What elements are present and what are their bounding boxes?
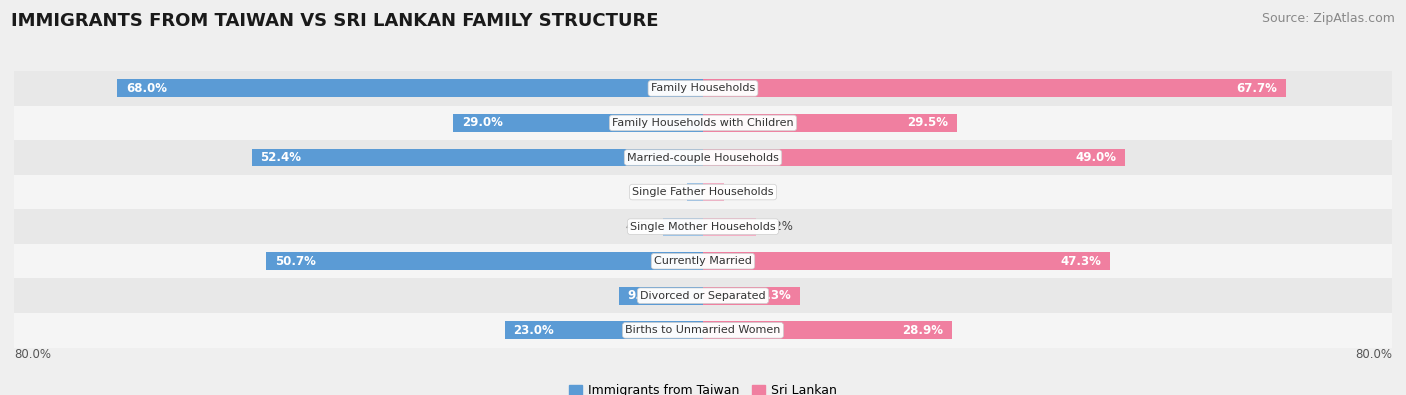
Text: 29.0%: 29.0% <box>461 117 503 130</box>
Bar <box>14 140 1392 175</box>
Bar <box>703 79 1286 97</box>
Text: Family Households: Family Households <box>651 83 755 93</box>
Bar <box>703 252 1111 270</box>
Bar <box>14 278 1392 313</box>
Text: 9.8%: 9.8% <box>627 289 659 302</box>
Text: Source: ZipAtlas.com: Source: ZipAtlas.com <box>1261 12 1395 25</box>
Bar <box>453 114 703 132</box>
Text: Single Father Households: Single Father Households <box>633 187 773 197</box>
Bar <box>14 106 1392 140</box>
Text: 4.7%: 4.7% <box>626 220 655 233</box>
Text: IMMIGRANTS FROM TAIWAN VS SRI LANKAN FAMILY STRUCTURE: IMMIGRANTS FROM TAIWAN VS SRI LANKAN FAM… <box>11 12 659 30</box>
Bar <box>703 183 724 201</box>
Bar <box>703 287 800 305</box>
Text: 80.0%: 80.0% <box>1355 348 1392 361</box>
Text: Family Households with Children: Family Households with Children <box>612 118 794 128</box>
Bar <box>14 209 1392 244</box>
Text: 50.7%: 50.7% <box>276 255 316 268</box>
Text: Currently Married: Currently Married <box>654 256 752 266</box>
Text: 47.3%: 47.3% <box>1062 255 1102 268</box>
Text: 2.4%: 2.4% <box>731 186 761 199</box>
Bar <box>266 252 703 270</box>
Bar <box>703 114 957 132</box>
Bar <box>14 244 1392 278</box>
Bar <box>703 149 1125 167</box>
Bar <box>703 322 952 339</box>
Text: Married-couple Households: Married-couple Households <box>627 152 779 162</box>
Text: Births to Unmarried Women: Births to Unmarried Women <box>626 325 780 335</box>
Bar <box>14 71 1392 106</box>
Text: Divorced or Separated: Divorced or Separated <box>640 291 766 301</box>
Bar <box>14 313 1392 348</box>
Legend: Immigrants from Taiwan, Sri Lankan: Immigrants from Taiwan, Sri Lankan <box>564 379 842 395</box>
Text: 23.0%: 23.0% <box>513 324 554 337</box>
Bar <box>505 322 703 339</box>
Bar <box>14 175 1392 209</box>
Bar <box>688 183 703 201</box>
Text: 49.0%: 49.0% <box>1076 151 1116 164</box>
Text: 29.5%: 29.5% <box>907 117 949 130</box>
Bar <box>662 218 703 235</box>
Text: 68.0%: 68.0% <box>127 82 167 95</box>
Text: 52.4%: 52.4% <box>260 151 301 164</box>
Text: 6.2%: 6.2% <box>763 220 793 233</box>
Text: 11.3%: 11.3% <box>751 289 792 302</box>
Bar <box>117 79 703 97</box>
Text: 28.9%: 28.9% <box>903 324 943 337</box>
Text: 67.7%: 67.7% <box>1236 82 1278 95</box>
Bar <box>619 287 703 305</box>
Text: 80.0%: 80.0% <box>14 348 51 361</box>
Text: 1.8%: 1.8% <box>651 186 681 199</box>
Text: Single Mother Households: Single Mother Households <box>630 222 776 231</box>
Bar <box>703 218 756 235</box>
Bar <box>252 149 703 167</box>
